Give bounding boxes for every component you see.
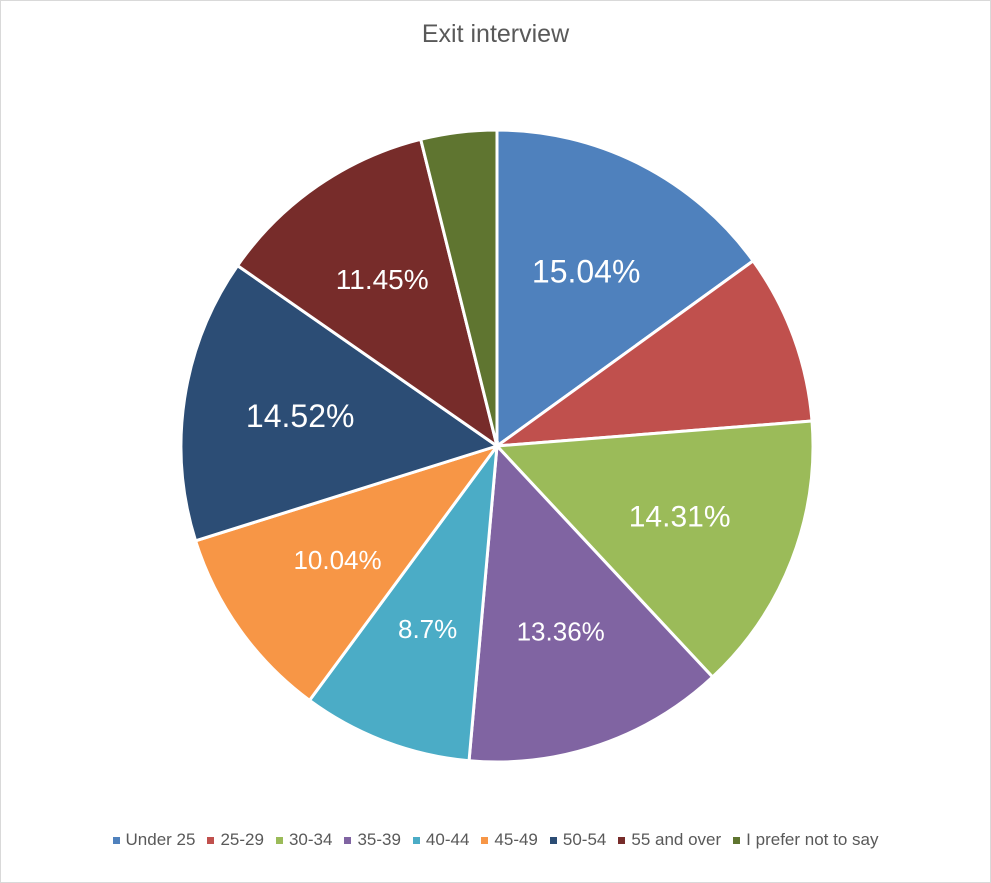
legend-swatch xyxy=(733,836,741,844)
legend-item-under-25: Under 25 xyxy=(112,830,196,850)
pie-slice-35-39 xyxy=(467,442,715,764)
legend-item-55-and-over: 55 and over xyxy=(618,830,721,850)
legend-label: 45-49 xyxy=(494,830,538,849)
legend-item-40-44: 40-44 xyxy=(412,830,470,850)
legend-item-35-39: 35-39 xyxy=(344,830,401,850)
chart-legend: Under 25 25-29 30-34 35-39 40-44 45-49 50-54 55… xyxy=(0,830,991,850)
legend-item-i-prefer-not-to-say: I prefer not to say xyxy=(733,830,878,850)
legend-label: 55 and over xyxy=(631,830,722,849)
legend-swatch xyxy=(344,836,352,844)
pie-slice-40-44 xyxy=(307,440,499,763)
legend-label: 35-39 xyxy=(357,830,401,849)
data-label-under-25: 15.04% xyxy=(532,254,641,290)
chart-title: Exit interview xyxy=(421,20,570,48)
legend-swatch xyxy=(112,836,120,844)
legend-swatch xyxy=(275,836,283,844)
legend-swatch xyxy=(549,836,557,844)
data-label-45-49: 10.04% xyxy=(293,545,381,575)
legend-swatch xyxy=(412,836,420,844)
legend-item-45-49: 45-49 xyxy=(481,830,538,850)
legend-label: 50-54 xyxy=(562,830,607,849)
legend-label: 30-34 xyxy=(288,830,333,849)
legend-label: I prefer not to say xyxy=(746,830,879,849)
legend-item-25-29: 25-29 xyxy=(207,830,264,850)
data-label-55-and-over: 11.45% xyxy=(336,264,429,295)
pie-slice-i-prefer-not-to-say xyxy=(418,128,499,447)
pie-slice-25-29 xyxy=(491,258,814,448)
legend-swatch xyxy=(207,836,215,844)
legend-label: Under 25 xyxy=(125,830,196,849)
data-label-35-39: 13.36% xyxy=(517,616,605,646)
legend-label: 40-44 xyxy=(425,830,470,849)
legend-item-30-34: 30-34 xyxy=(275,830,333,850)
pie-slice-30-34 xyxy=(493,419,815,680)
data-label-40-44: 8.7% xyxy=(398,614,457,644)
legend-swatch xyxy=(618,836,626,844)
legend-swatch xyxy=(481,836,489,844)
pie-slice-under-25 xyxy=(495,128,756,449)
pie-slice-55-and-over xyxy=(235,137,500,450)
data-label-30-34: 14.31% xyxy=(629,500,731,533)
data-label-50-54: 14.52% xyxy=(246,398,355,434)
pie-slice-50-54 xyxy=(179,263,501,543)
pie-slice-45-49 xyxy=(193,443,501,703)
legend-label: 25-29 xyxy=(220,830,264,849)
legend-item-50-54: 50-54 xyxy=(549,830,607,850)
